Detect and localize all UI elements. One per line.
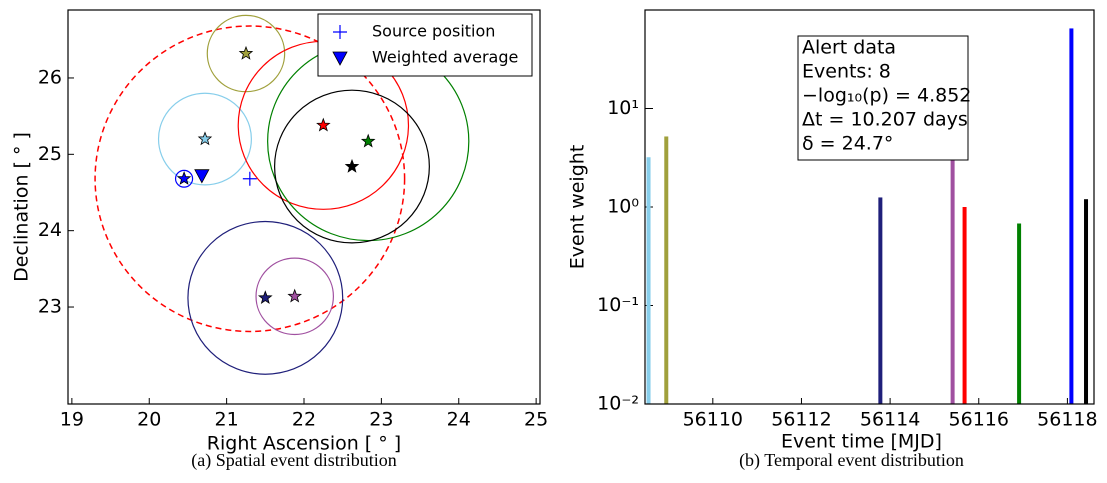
legend-average-marker: [332, 51, 348, 66]
legend: Source position Weighted average: [317, 13, 533, 77]
event-star: [257, 290, 273, 305]
legend-label: Source position: [372, 22, 495, 41]
event-bar: [878, 197, 883, 404]
source-marker: [242, 171, 257, 186]
annotation: Alert data: [802, 37, 896, 59]
x-tick-label: 24: [447, 409, 471, 431]
error-circle: [255, 257, 335, 336]
x-tick-label: 56114: [860, 409, 920, 431]
annotation: Events: 8: [802, 61, 891, 83]
y-tick-label: 26: [38, 66, 62, 88]
caption: (a) Spatial event distribution: [191, 450, 396, 471]
x-tick-label: 56118: [1037, 409, 1097, 431]
y-axis-label: Event weight: [567, 145, 589, 270]
event-bar: [646, 157, 651, 404]
x-axis-label: Right Ascension [ ° ]: [207, 433, 401, 455]
event-star: [360, 133, 376, 148]
event-star: [316, 117, 331, 132]
event-bar: [1069, 28, 1074, 404]
event-star: [176, 171, 192, 185]
annotation: δ = 24.7°: [802, 133, 893, 155]
x-tick-label: 25: [524, 409, 548, 431]
x-tick-label: 22: [292, 409, 316, 431]
legend-source-marker: [333, 25, 347, 39]
caption: (b) Temporal event distribution: [739, 450, 964, 471]
y-axis-label: Declination [ ° ]: [11, 132, 33, 282]
x-tick-label: 19: [60, 409, 84, 431]
y-tick-label: 10⁰: [607, 196, 639, 218]
x-tick-label: 20: [137, 409, 161, 431]
plot-frame: [644, 9, 1095, 405]
error-circle: [157, 92, 252, 186]
annotation-box: [797, 35, 969, 161]
average-marker: [194, 169, 210, 184]
x-axis-label: Event time [MJD]: [781, 431, 942, 453]
y-tick-label: 24: [38, 219, 62, 241]
y-tick-label: 10⁻²: [597, 393, 639, 415]
error-circle: [187, 220, 344, 375]
y-tick-label: 10⁻¹: [597, 294, 639, 316]
event-bar: [664, 136, 669, 404]
y-tick-label: 10¹: [607, 97, 639, 119]
event-bar: [1084, 199, 1089, 404]
event-bar: [950, 160, 955, 404]
event-star: [238, 45, 254, 60]
event-star: [344, 158, 360, 173]
legend-label: Weighted average: [372, 48, 518, 67]
legend-box: [317, 13, 533, 77]
event-bar: [962, 207, 967, 404]
annotation: −log₁₀(p) = 4.852: [802, 85, 971, 107]
source-region: [94, 25, 406, 333]
annotation: Δt = 10.207 days: [802, 109, 968, 131]
x-tick-label: 21: [215, 409, 239, 431]
plot-area: [94, 14, 470, 375]
x-tick-label: 56112: [771, 409, 831, 431]
error-circle: [174, 169, 194, 188]
x-tick-label: 56110: [683, 409, 743, 431]
x-tick-label: 56116: [949, 409, 1009, 431]
y-tick-label: 23: [38, 296, 62, 318]
event-star: [197, 131, 213, 146]
event-star: [287, 288, 302, 303]
y-tick-label: 25: [38, 143, 62, 165]
event-bar: [1017, 223, 1022, 404]
error-circle: [273, 89, 430, 244]
x-tick-label: 23: [369, 409, 393, 431]
plot-frame: [67, 9, 541, 405]
